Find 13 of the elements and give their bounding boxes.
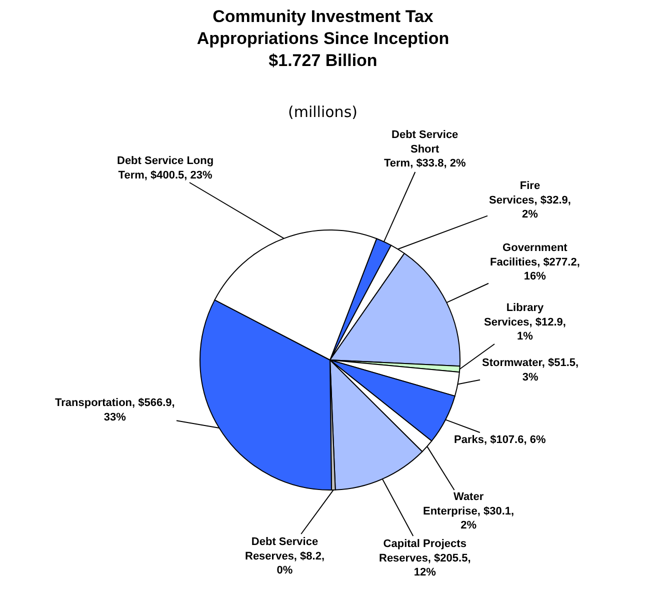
slice-label: Library Services, $12.9, 1% [484,302,566,343]
slice-label: Government Facilities, $277.2, 16% [490,242,580,283]
slice-label: Fire Services, $32.9, 2% [489,180,571,221]
chart-subtitle: (millions) [288,103,358,121]
slice-label: Debt Service Short Term, $33.8, 2% [384,129,466,170]
slice-label: Debt Service Long Term, $400.5, 23% [117,155,214,182]
slice-label: Parks, $107.6, 6% [454,434,546,446]
slice-label: Transportation, $566.9, 33% [55,397,175,424]
chart-title: Community Investment Tax Appropriations Since Inception $1.727 Billion [196,7,450,70]
slice-label: Capital Projects Reserves, $205.5, 12% [379,538,471,579]
slice-label: Debt Service Reserves, $8.2, 0% [245,536,325,577]
slice-label: Water Enterprise, $30.1, 2% [423,491,514,532]
slice-label: Stormwater, $51.5, 3% [482,357,579,384]
